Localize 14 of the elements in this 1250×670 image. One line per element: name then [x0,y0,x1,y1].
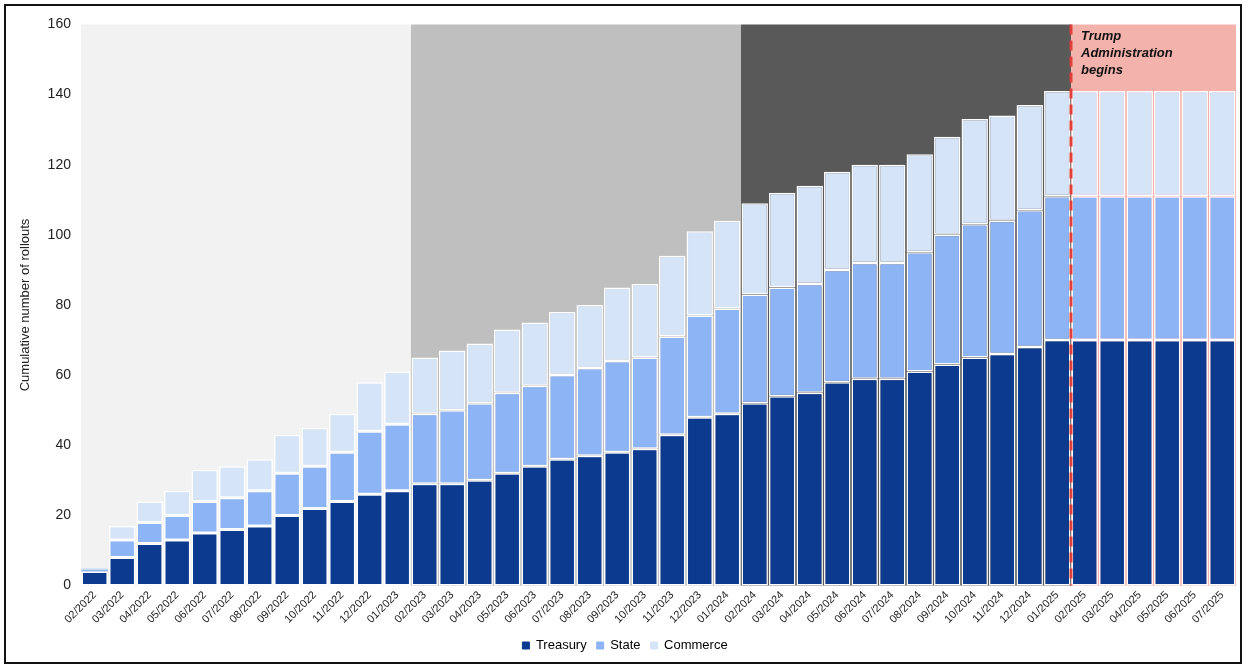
band-label: Trump Administration begins [1079,28,1173,78]
legend-label: Treasury [535,637,588,653]
y-tick-label: 100 [47,225,72,242]
legend-label: State [610,637,641,653]
legend-label: Commerce [664,637,728,653]
y-tick-label: 40 [55,436,72,453]
y-axis-title: Cumulative number of rollouts [17,218,33,392]
y-tick-label: 80 [55,295,72,312]
y-tick-label: 0 [63,576,72,593]
y-tick-label: 120 [47,155,72,172]
y-tick-label: 60 [55,365,72,382]
y-tick-label: 140 [47,85,72,102]
y-tick-label: 20 [55,506,72,523]
y-tick-label: 160 [47,15,72,32]
